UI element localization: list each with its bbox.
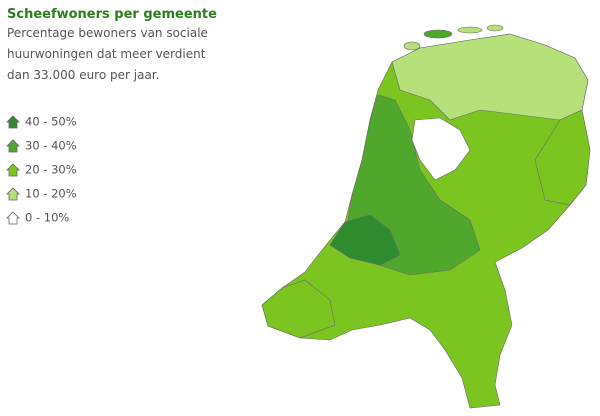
legend-label: 40 - 50% xyxy=(25,115,77,129)
subtitle-line: Percentage bewoners van sociale xyxy=(7,26,208,40)
legend-icon xyxy=(6,211,20,225)
subtitle-line: huurwoningen dat meer verdient xyxy=(7,47,206,61)
island xyxy=(457,26,483,34)
title: Scheefwoners per gemeente xyxy=(7,7,217,22)
legend: 40 - 50% 30 - 40% 20 - 30% 10 - 20% 0 - 10% xyxy=(6,115,77,225)
region xyxy=(261,279,336,339)
map xyxy=(261,24,591,409)
island xyxy=(423,29,453,39)
legend-label: 10 - 20% xyxy=(25,187,77,201)
legend-label: 30 - 40% xyxy=(25,139,77,153)
lake xyxy=(411,117,471,181)
legend-icon xyxy=(6,115,20,129)
legend-icon xyxy=(6,163,20,177)
legend-icon xyxy=(6,187,20,201)
legend-label: 20 - 30% xyxy=(25,163,77,177)
island xyxy=(486,24,504,32)
region xyxy=(534,109,591,206)
subtitle-line: dan 33.000 euro per jaar. xyxy=(7,68,159,82)
legend-icon xyxy=(6,139,20,153)
island xyxy=(403,41,421,51)
legend-label: 0 - 10% xyxy=(25,211,69,225)
region xyxy=(329,214,401,266)
